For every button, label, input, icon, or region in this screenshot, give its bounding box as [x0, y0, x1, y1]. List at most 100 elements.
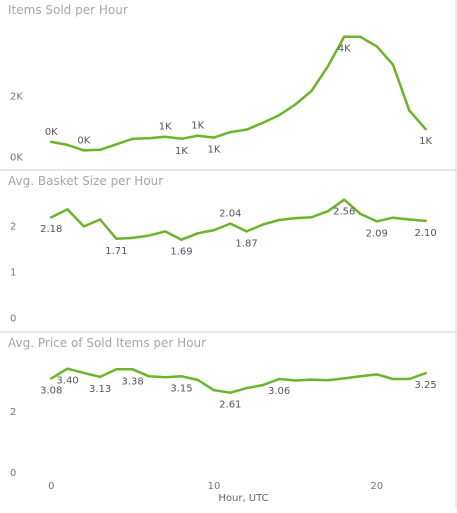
- data-label: 3.13: [89, 384, 111, 395]
- data-point: [180, 238, 183, 241]
- data-label: 3.06: [268, 386, 290, 397]
- data-label: 4K: [338, 44, 351, 55]
- y-tick-label: 0K: [10, 153, 23, 164]
- data-point: [277, 218, 281, 222]
- data-point: [261, 121, 265, 125]
- data-point: [261, 383, 265, 387]
- data-point: [326, 210, 330, 213]
- data-label: 1.87: [235, 238, 257, 249]
- data-point: [147, 136, 151, 140]
- y-tick-label: 2K: [10, 91, 23, 102]
- data-point: [391, 216, 395, 219]
- data-label: 1K: [175, 146, 188, 157]
- data-point: [163, 135, 167, 138]
- data-point: [326, 379, 330, 382]
- series-line: [50, 367, 427, 394]
- data-label: 1.71: [105, 246, 127, 257]
- data-point: [343, 377, 346, 380]
- chart-panel-avg-price: Avg. Price of Sold Items per Hour 0 2 3.08…: [2, 333, 454, 509]
- data-label: 1.69: [170, 247, 192, 258]
- data-point: [163, 230, 167, 233]
- data-point: [359, 35, 362, 39]
- data-point: [424, 219, 427, 223]
- data-point: [261, 223, 265, 226]
- chart-title: Items Sold per Hour: [8, 3, 128, 17]
- data-point: [196, 232, 199, 235]
- data-point: [229, 391, 232, 394]
- data-point: [50, 140, 53, 144]
- data-point: [98, 218, 102, 221]
- data-point: [424, 127, 427, 131]
- x-tick-label: 0: [48, 481, 54, 492]
- data-label: 2.09: [366, 228, 388, 239]
- data-point: [131, 236, 134, 240]
- right-border: [455, 0, 457, 509]
- data-point: [98, 148, 102, 152]
- data-point: [115, 368, 118, 371]
- y-tick-label: 1: [10, 267, 16, 278]
- data-point: [66, 143, 69, 147]
- data-label: 3.08: [40, 385, 62, 396]
- data-label: 3.38: [122, 376, 144, 387]
- data-label: 3.15: [170, 383, 192, 394]
- chart-title: Avg. Price of Sold Items per Hour: [8, 336, 207, 350]
- series-line: [50, 35, 427, 152]
- chart-svg: 0 1 2 2.18 1.71 1.69 2.04 1.87 2.56 2.09 2.10: [10, 198, 437, 324]
- data-point: [229, 222, 232, 225]
- data-point: [391, 377, 395, 381]
- chart-panel-basket-size: Avg. Basket Size per Hour 0 1 2 2.18 1.71 1.6…: [2, 171, 454, 330]
- data-label: 3.40: [56, 376, 78, 387]
- y-tick-label: 2: [10, 407, 16, 418]
- data-point: [310, 378, 313, 381]
- x-axis-title: Hour, UTC: [218, 493, 269, 504]
- data-point: [294, 379, 297, 382]
- data-point: [245, 128, 248, 131]
- data-point: [115, 143, 118, 146]
- data-label: 2.10: [414, 228, 436, 239]
- y-tick-label: 0: [10, 468, 16, 479]
- data-point: [66, 367, 69, 370]
- data-point: [359, 212, 362, 216]
- data-label: 2.04: [219, 209, 241, 220]
- chart-svg: 0 2 3.083.40 3.13 3.38 3.15 2.61 3.06 3.25 0 10 20: [10, 367, 437, 492]
- data-point: [294, 216, 297, 220]
- data-point: [245, 386, 248, 390]
- data-point: [212, 228, 216, 232]
- chart-panel-items-sold: Items Sold per Hour 0K 2K 0K 0K 1K 1K 1K 1K 4K 1K: [2, 0, 454, 168]
- y-tick-label: 0: [10, 313, 16, 324]
- data-point: [277, 114, 281, 117]
- data-point: [277, 377, 281, 381]
- data-point: [343, 198, 346, 201]
- panel-divider: [0, 169, 457, 171]
- data-point: [408, 218, 411, 221]
- data-point: [115, 237, 118, 241]
- data-point: [245, 230, 248, 233]
- data-point: [196, 134, 199, 137]
- data-point: [310, 216, 313, 219]
- data-label: 3.25: [414, 380, 436, 391]
- data-label: 2.61: [219, 400, 241, 411]
- data-point: [375, 220, 378, 223]
- data-point: [408, 109, 411, 112]
- data-point: [343, 35, 346, 38]
- chart-svg: 0K 2K 0K 0K 1K 1K 1K 1K 4K 1K: [10, 35, 432, 164]
- data-point: [131, 368, 134, 371]
- data-point: [375, 373, 378, 376]
- data-point: [163, 375, 167, 379]
- data-label: 2.18: [40, 224, 62, 235]
- x-tick-label: 10: [208, 481, 221, 492]
- data-label: 2.56: [333, 207, 355, 218]
- data-label: 0K: [45, 127, 58, 138]
- data-point: [196, 378, 199, 382]
- data-point: [131, 137, 134, 140]
- data-point: [147, 375, 151, 378]
- data-point: [66, 208, 69, 211]
- x-tick-label: 20: [370, 481, 383, 492]
- panel-divider: [0, 331, 457, 333]
- data-label: 1K: [191, 121, 204, 132]
- data-point: [147, 234, 151, 237]
- data-point: [326, 65, 330, 68]
- data-label: 1K: [159, 122, 172, 133]
- series-line: [50, 198, 427, 241]
- chart-title: Avg. Basket Size per Hour: [8, 174, 164, 188]
